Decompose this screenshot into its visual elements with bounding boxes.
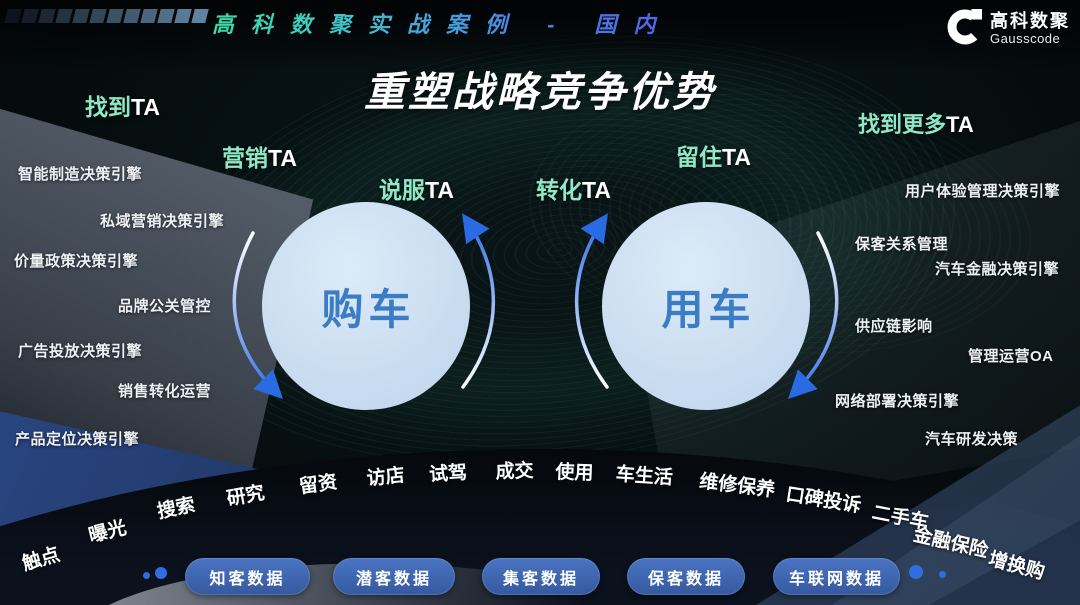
journey-stage: 成交 xyxy=(495,460,534,484)
deco-square xyxy=(106,9,124,23)
engine-label-right: 网络部署决策引擎 xyxy=(835,393,960,410)
data-pill: 车联网数据 xyxy=(773,558,900,595)
engine-label-right: 保客关系管理 xyxy=(855,236,949,253)
logo: 高科数聚 Gausscode xyxy=(947,8,1070,48)
ellipsis-dot xyxy=(143,572,150,579)
engine-label-left: 智能制造决策引擎 xyxy=(18,166,143,183)
data-pill: 知客数据 xyxy=(185,558,310,595)
ta-label-persuade: 说服TA xyxy=(379,177,454,203)
gausscode-logo-icon xyxy=(947,9,982,45)
engine-label-left: 私域营销决策引擎 xyxy=(100,213,225,230)
journey-stage: 车生活 xyxy=(615,464,674,489)
data-pill: 潜客数据 xyxy=(333,558,455,595)
deco-square xyxy=(191,9,209,23)
logo-name-en: Gausscode xyxy=(990,30,1061,46)
deco-square xyxy=(4,9,22,23)
engine-label-left: 广告投放决策引擎 xyxy=(18,343,143,360)
ta-label-market: 营销TA xyxy=(222,145,297,171)
engine-label-right: 用户体验管理决策引擎 xyxy=(905,183,1061,200)
circle-use-car-label: 用车 xyxy=(661,285,756,333)
deco-square xyxy=(55,9,73,23)
circle-buy-car: 购车 xyxy=(262,202,470,410)
engine-label-right: 汽车金融决策引擎 xyxy=(935,261,1060,278)
deco-square xyxy=(123,9,141,23)
ta-label-retain: 留住TA xyxy=(676,144,751,170)
header-title: 高科数聚实战案例 - 国内 xyxy=(212,7,673,39)
ellipsis-dot xyxy=(939,571,946,578)
ellipsis-dot xyxy=(909,565,923,579)
engine-label-right: 供应链影响 xyxy=(855,318,933,335)
journey-stage: 试驾 xyxy=(428,462,468,487)
circle-buy-car-label: 购车 xyxy=(321,285,416,333)
deco-square xyxy=(140,9,158,23)
logo-text: 高科数聚 Gausscode xyxy=(990,11,1070,46)
engine-label-left: 销售转化运营 xyxy=(118,383,212,400)
logo-name-cn: 高科数聚 xyxy=(990,10,1070,31)
journey-stage: 访店 xyxy=(365,465,406,491)
engine-label-right: 管理运营OA xyxy=(968,348,1054,365)
ta-label-find-more: 找到更多TA xyxy=(858,112,974,137)
data-pill: 保客数据 xyxy=(627,558,745,595)
ta-label-convert: 转化TA xyxy=(536,177,611,203)
deco-square xyxy=(38,9,56,23)
ellipsis-dot xyxy=(155,567,167,579)
page-title: 重塑战略竞争优势 xyxy=(364,69,716,115)
engine-label-left: 价量政策决策引擎 xyxy=(14,253,139,270)
journey-stage: 留资 xyxy=(297,471,339,499)
deco-square xyxy=(72,9,90,23)
header-deco-squares xyxy=(4,9,210,23)
engine-label-left: 产品定位决策引擎 xyxy=(15,431,140,448)
engine-label-right: 汽车研发决策 xyxy=(925,431,1019,448)
deco-square xyxy=(174,9,192,23)
circle-use-car: 用车 xyxy=(602,202,810,410)
engine-label-left: 品牌公关管控 xyxy=(118,298,212,315)
deco-square xyxy=(89,9,107,23)
deco-square xyxy=(157,9,175,23)
data-pill: 集客数据 xyxy=(482,558,600,595)
deco-square xyxy=(21,9,39,23)
ta-label-find: 找到TA xyxy=(85,94,160,120)
journey-stage: 使用 xyxy=(555,462,594,485)
